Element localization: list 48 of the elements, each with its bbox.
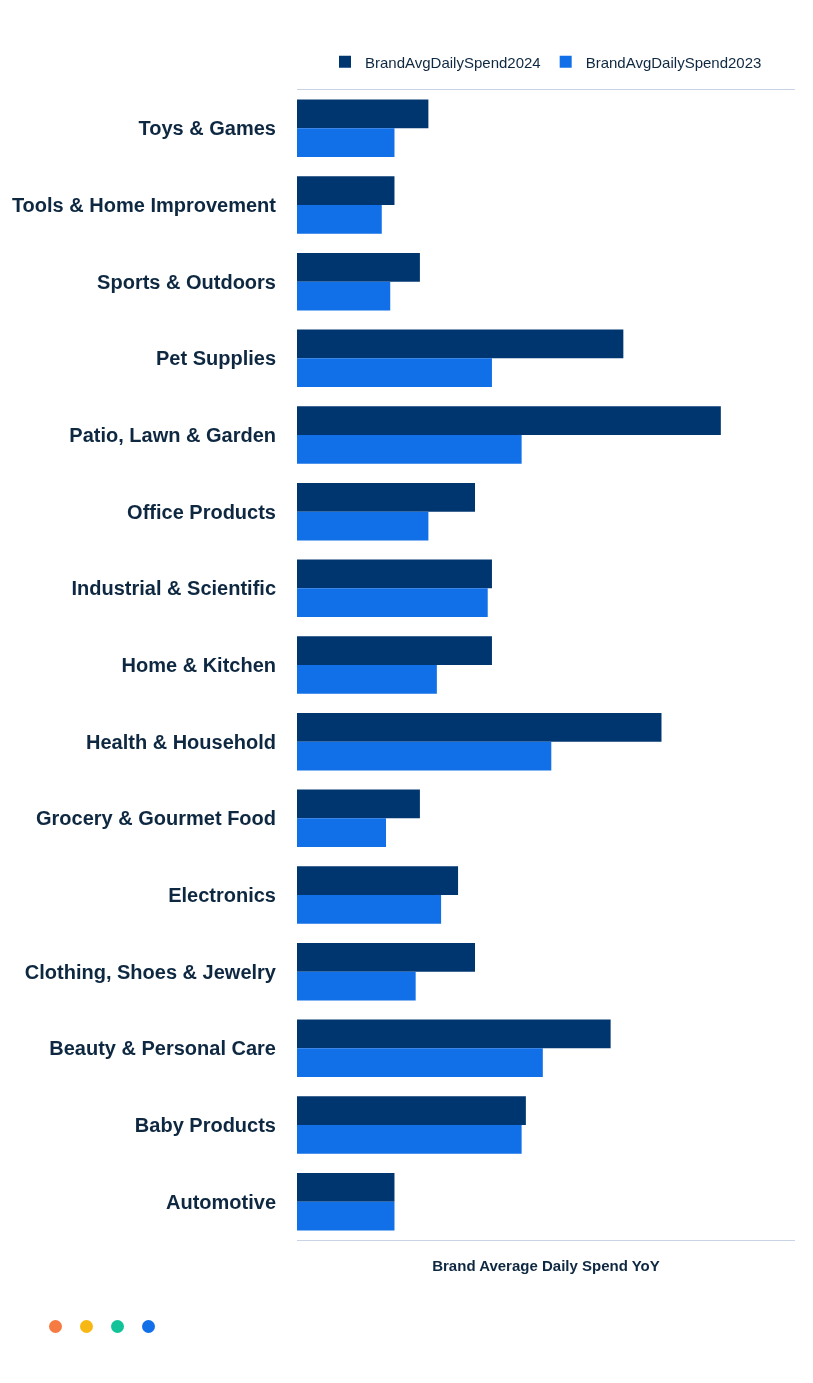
bar [297, 971, 416, 1001]
bar [297, 406, 721, 435]
bar [297, 866, 459, 895]
bar [297, 789, 420, 819]
bar [297, 559, 492, 589]
bar [297, 712, 662, 742]
y-tick-label: Clothing, Shoes & Jewelry [24, 960, 277, 983]
bar [297, 942, 476, 972]
bar [297, 636, 492, 665]
y-tick-label: Office Products [127, 500, 276, 523]
legend-label: BrandAvgDailySpend2023 [585, 53, 762, 71]
bar [297, 1201, 395, 1231]
x-axis-title: Brand Average Daily Spend YoY [432, 1257, 660, 1274]
y-tick-label: Patio, Lawn & Garden [69, 424, 276, 446]
y-tick-label: Automotive [166, 1190, 276, 1213]
y-tick-label: Home & Kitchen [121, 654, 276, 676]
y-tick-label: Health & Household [85, 730, 276, 753]
bar [297, 358, 492, 388]
bar [297, 1125, 522, 1154]
y-tick-label: Toys & Games [138, 117, 276, 140]
bar [297, 511, 429, 541]
y-tick-label: Baby Products [134, 1114, 276, 1136]
bar [297, 1048, 543, 1078]
bar [297, 588, 488, 618]
y-tick-label: Tools & Home Improvement [11, 194, 277, 216]
bar [297, 252, 420, 282]
bar [297, 482, 476, 512]
bar [297, 1172, 395, 1202]
y-tick-label: Pet Supplies [155, 347, 276, 370]
bar [297, 205, 382, 234]
bar [297, 895, 442, 924]
legend-label: BrandAvgDailySpend2024 [365, 53, 541, 71]
bar [297, 281, 391, 311]
y-tick-label: Beauty & Personal Care [49, 1037, 276, 1060]
bar [297, 329, 624, 359]
bar [297, 1019, 611, 1049]
bar [297, 665, 437, 694]
bar [297, 435, 522, 464]
y-tick-label: Grocery & Gourmet Food [35, 807, 276, 830]
y-tick-label: Industrial & Scientific [71, 577, 276, 600]
y-tick-label: Sports & Outdoors [97, 270, 276, 293]
bar [297, 818, 386, 848]
bar [297, 128, 395, 158]
y-tick-label: Electronics [168, 884, 276, 906]
bar [297, 176, 395, 205]
bar [297, 741, 552, 771]
bar [297, 99, 429, 129]
bar [297, 1096, 526, 1125]
